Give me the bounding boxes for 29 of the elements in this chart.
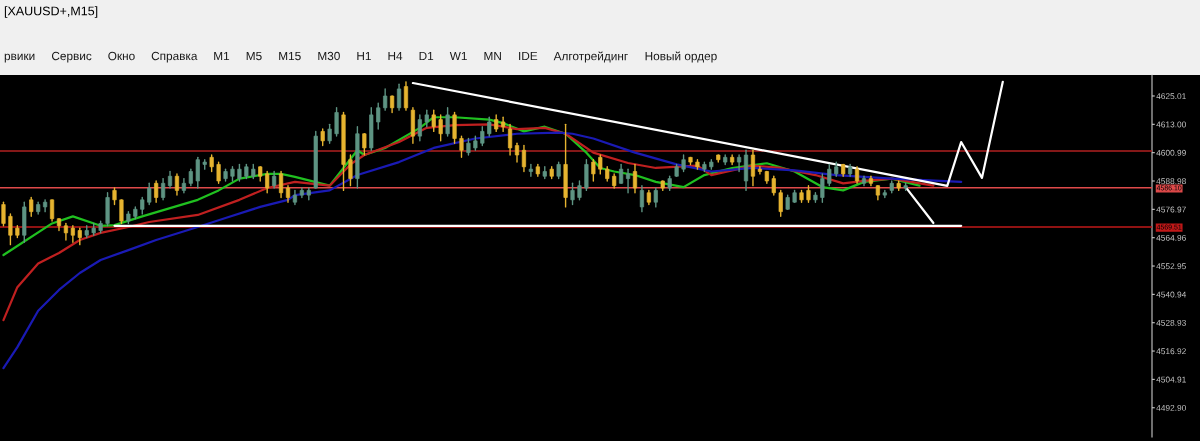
text: Справка — [151, 51, 198, 63]
text: Алготрейдинг — [553, 51, 628, 63]
text: рвики — [4, 53, 35, 63]
text: H4 — [388, 51, 403, 61]
y-tick-label: 4528.93 — [1156, 319, 1186, 326]
text: M5 — [246, 51, 262, 61]
text: D1 — [419, 51, 434, 61]
y-tick-label: 4600.99 — [1156, 149, 1186, 156]
text: H1 — [357, 51, 371, 61]
y-tick-label: 4540.94 — [1156, 291, 1187, 298]
y-tick-label: 4552.95 — [1156, 263, 1186, 270]
text: Окно — [108, 51, 135, 61]
y-tick-label: 4564.96 — [1156, 234, 1186, 241]
text: Сервис — [51, 51, 92, 63]
y-tick-label: 4492.90 — [1156, 404, 1186, 411]
y-tick-label: 4504.91 — [1156, 376, 1186, 383]
text: Новый ордер — [645, 51, 717, 63]
text: M15 — [279, 51, 301, 61]
text: M30 — [318, 51, 340, 61]
y-tick-label: 4588.98 — [1156, 178, 1186, 185]
y-tick-label: 4613.00 — [1156, 121, 1186, 128]
chart-title: [XAUUSD+,M15] — [4, 6, 98, 18]
text: W1 — [449, 51, 467, 61]
text: IDE — [519, 51, 538, 61]
y-tick-label: 4625.01 — [1156, 93, 1186, 100]
y-tick-label: 4576.97 — [1156, 206, 1186, 213]
text: M1 — [214, 51, 230, 61]
text: MN — [484, 51, 501, 61]
y-tick-label: 4516.92 — [1156, 348, 1186, 355]
